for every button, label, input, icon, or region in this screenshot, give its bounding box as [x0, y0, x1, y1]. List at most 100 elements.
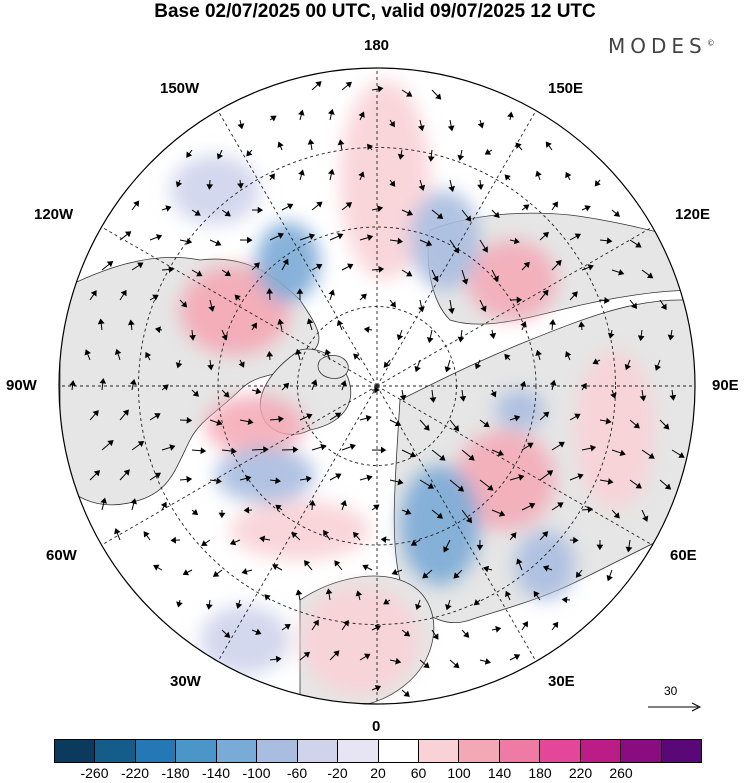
wind-vector-head — [176, 601, 183, 608]
wind-vector-head — [648, 452, 655, 459]
negative-anomaly — [170, 155, 260, 225]
lon-label-120w: 120W — [34, 206, 74, 223]
wind-vector-head — [328, 108, 335, 115]
wind-vector-head — [137, 441, 145, 448]
positive-anomaly — [230, 500, 370, 560]
positive-anomaly — [205, 395, 305, 455]
wind-vector-head — [367, 143, 374, 151]
wind-vector-head — [316, 263, 323, 270]
wind-vector-head — [215, 239, 222, 247]
wind-vector-head — [432, 633, 439, 640]
wind-vector-head — [453, 572, 460, 579]
wind-vector-head — [175, 362, 183, 369]
wind-vector-head — [552, 201, 558, 208]
wind-vector-head — [284, 623, 291, 630]
positive-anomaly — [455, 430, 555, 530]
wind-vector-head — [170, 536, 177, 544]
wind-vector-head — [445, 604, 452, 611]
wind-vector-head — [328, 289, 335, 296]
colorbar-segment — [660, 740, 701, 762]
lon-label-30e: 30E — [548, 673, 575, 690]
wind-vector-head — [516, 296, 523, 304]
negative-anomaly — [515, 530, 575, 600]
wind-vector-head — [403, 690, 410, 697]
colorbar — [54, 739, 702, 763]
wind-vector-head — [635, 241, 642, 248]
wind-vector-head — [504, 174, 511, 181]
wind-vector-head — [418, 125, 425, 132]
wind-vector-head — [423, 424, 430, 431]
wind-vector-head — [678, 452, 685, 458]
modes-logo: MODES© — [608, 34, 715, 58]
lon-label-120e: 120E — [675, 206, 711, 223]
wind-vector-head — [355, 590, 363, 597]
positive-anomaly — [467, 240, 557, 320]
wind-vector-head — [513, 654, 521, 661]
wind-vector-head — [422, 572, 429, 579]
wind-vector-head — [453, 247, 460, 254]
wind-vector-head — [207, 364, 215, 371]
wind-vector-head — [482, 246, 488, 253]
colorbar-tick-label: 140 — [487, 765, 512, 781]
chart-title: Base 02/07/2025 00 UTC, valid 09/07/2025… — [154, 1, 596, 22]
wind-vector-head — [493, 211, 500, 218]
wind-vector-head — [169, 444, 176, 451]
wind-vector-head — [427, 482, 435, 489]
wind-vector-head — [457, 336, 465, 343]
wind-vector-head — [477, 122, 485, 129]
wind-vector-head — [389, 301, 396, 308]
wind-vector-head — [429, 397, 437, 403]
colorbar-segment — [175, 740, 216, 762]
wind-vector-head — [492, 275, 499, 282]
wind-vector-head — [234, 294, 241, 301]
wind-vector-head — [186, 475, 193, 483]
wind-vector-head — [618, 269, 625, 276]
wind-vector-head — [129, 378, 137, 385]
wind-vector-head — [152, 294, 159, 301]
wind-vector-head — [507, 111, 514, 118]
wind-vector-head — [549, 379, 557, 386]
wind-vector-head — [145, 351, 152, 359]
wind-vector-head — [396, 334, 404, 341]
wind-vector-head — [237, 182, 244, 189]
wind-vector-head — [137, 262, 144, 269]
colorbar-tick-label: 180 — [528, 765, 552, 781]
wind-vector-head — [448, 307, 455, 314]
wind-vector-head — [399, 394, 407, 401]
wind-vector-head — [558, 441, 565, 448]
wind-vector-head — [160, 501, 167, 509]
wind-vector-head — [298, 169, 305, 176]
wind-vector-head — [298, 109, 305, 116]
height-anomaly-field — [170, 80, 655, 695]
wind-vector-head — [349, 443, 356, 451]
wind-vector-head — [483, 421, 490, 428]
wind-vector-head — [153, 564, 160, 571]
wind-vector-head — [542, 289, 549, 296]
wind-vector-head — [394, 420, 402, 427]
colorbar-tick-label: -100 — [242, 765, 271, 781]
wind-vector-head — [345, 81, 352, 88]
wind-vector-head — [476, 544, 484, 551]
wind-vector-head — [120, 289, 127, 297]
wind-vector-head — [546, 470, 554, 477]
wind-vector-head — [406, 270, 413, 277]
wind-vector-head — [660, 303, 667, 310]
wind-vector-head — [162, 384, 169, 391]
wind-vector-head — [461, 278, 469, 285]
wind-vector-head — [201, 540, 208, 547]
lon-label-150e: 150E — [548, 80, 584, 97]
wind-vector-head — [270, 115, 277, 122]
wind-vector-head — [561, 596, 568, 604]
wind-vector-head — [552, 621, 559, 629]
wind-vector-head — [380, 536, 387, 544]
wind-vector-head — [606, 574, 613, 582]
wind-vectors — [69, 81, 685, 697]
wind-vector-head — [510, 532, 517, 539]
wind-vector-head — [528, 502, 536, 509]
wind-vector-head — [403, 630, 411, 637]
wind-vector-head — [363, 326, 370, 333]
wind-vector-head — [229, 538, 237, 546]
wind-vector-head — [389, 120, 395, 128]
wind-vector-head — [374, 685, 382, 692]
wind-vector-head — [631, 302, 638, 309]
